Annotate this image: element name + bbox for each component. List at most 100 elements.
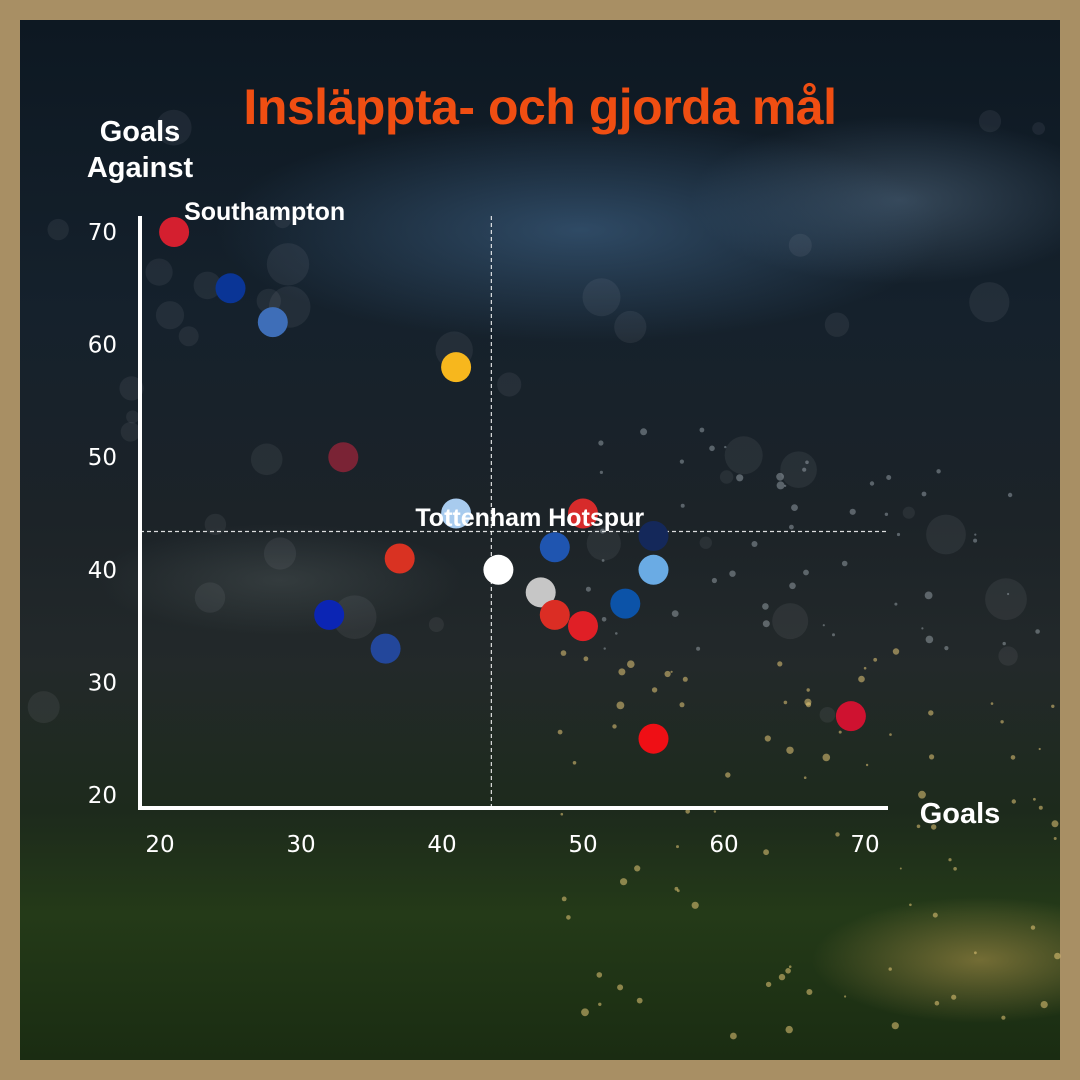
bokeh-particle [699,427,705,433]
bokeh-particle [803,776,807,779]
bokeh-particle [786,746,794,754]
data-point [384,543,415,574]
bokeh-particle [713,810,717,813]
bokeh-particle [729,570,736,577]
bokeh-particle [1038,805,1043,810]
bokeh-light [145,258,173,286]
bokeh-particle [629,519,634,524]
bokeh-particle [560,812,564,816]
bokeh-light [582,278,621,317]
bokeh-particle [802,467,807,472]
bokeh-light [263,537,297,570]
bokeh-particle [888,967,892,971]
bokeh-particle [634,865,641,872]
x-tick-label: 50 [568,832,597,858]
bokeh-light [978,110,1002,133]
bokeh-particle [863,666,867,670]
bokeh-light [155,109,192,146]
bokeh-particle [601,559,605,562]
bokeh-particle [791,504,798,511]
data-point [638,554,669,585]
bokeh-particle [924,591,933,600]
bokeh-particle [596,972,603,978]
bokeh-particle [762,620,770,628]
bokeh-particle [934,1000,940,1006]
bokeh-light [926,514,966,555]
bokeh-particle [751,541,758,547]
bokeh-particle [1035,629,1040,634]
y-tick-label: 70 [88,220,117,246]
bokeh-particle [849,508,856,515]
bokeh-particle [671,610,679,617]
y-axis-label-line-2: Against [86,152,194,184]
bokeh-particle [929,754,935,760]
bokeh-particle [841,560,848,567]
bokeh-light [274,211,291,229]
bokeh-particle [599,470,604,474]
bokeh-particle [561,896,567,902]
bokeh-particle [889,733,892,736]
bokeh-light [719,470,734,484]
bokeh-particle [785,1025,793,1034]
stadium-background [20,20,1060,1060]
bokeh-particle [691,901,699,909]
bokeh-particle [909,903,912,907]
bokeh-light [772,603,809,640]
bokeh-particle [1007,492,1013,498]
bokeh-particle [1054,952,1061,960]
bokeh-particle [598,1002,602,1006]
bokeh-particle [789,582,796,590]
bokeh-particle [974,533,977,536]
bokeh-particle [899,867,902,870]
bokeh-particle [617,984,624,991]
bokeh-particle [736,474,744,482]
bokeh-particle [973,538,978,543]
bokeh-light [194,582,226,613]
bokeh-light [788,233,812,257]
bokeh-light [724,436,763,475]
bokeh-particle [598,440,604,446]
bokeh-particle [725,772,731,778]
y-tick-label: 20 [88,783,117,809]
bokeh-particle [916,824,921,829]
bokeh-particle [1051,820,1059,828]
bokeh-particle [679,459,685,464]
bokeh-particle [932,912,938,918]
bokeh-particle [789,524,794,530]
bokeh-particle [1007,592,1010,596]
y-tick-label: 30 [88,670,117,696]
bokeh-particle [918,790,926,799]
bokeh-particle [1002,641,1006,646]
bokeh-light [193,271,222,300]
bokeh-particle [865,763,869,767]
bokeh-particle [1010,755,1016,760]
bokeh-particle [696,646,701,651]
x-tick-label: 70 [850,832,879,858]
bokeh-light [119,376,144,401]
bokeh-particle [948,858,952,862]
bokeh-particle [953,867,957,871]
data-point [638,521,669,552]
data-point [835,701,866,732]
bokeh-particle [1038,747,1041,751]
bokeh-particle [931,824,937,830]
bokeh-particle [951,994,957,1000]
bokeh-particle [896,532,901,537]
bokeh-light [428,617,444,633]
bokeh-light [256,288,281,314]
bokeh-particle [835,832,840,837]
bokeh-particle [709,445,715,452]
data-point [328,442,359,473]
data-point [441,498,472,529]
tick-labels: 20 30 40 50 60 70 20 30 40 50 60 70 [88,220,880,858]
x-tick-label: 40 [427,832,456,858]
bokeh-particle [765,981,772,988]
chart-title: Insläppta- och gjorda mål [243,79,837,135]
bokeh-particle [763,849,769,856]
bokeh-particle [640,428,648,436]
bokeh-particle [682,676,688,682]
bokeh-particle [928,710,934,716]
data-point [638,723,669,754]
y-tick-label: 60 [88,333,117,359]
bokeh-particle [1000,720,1004,724]
